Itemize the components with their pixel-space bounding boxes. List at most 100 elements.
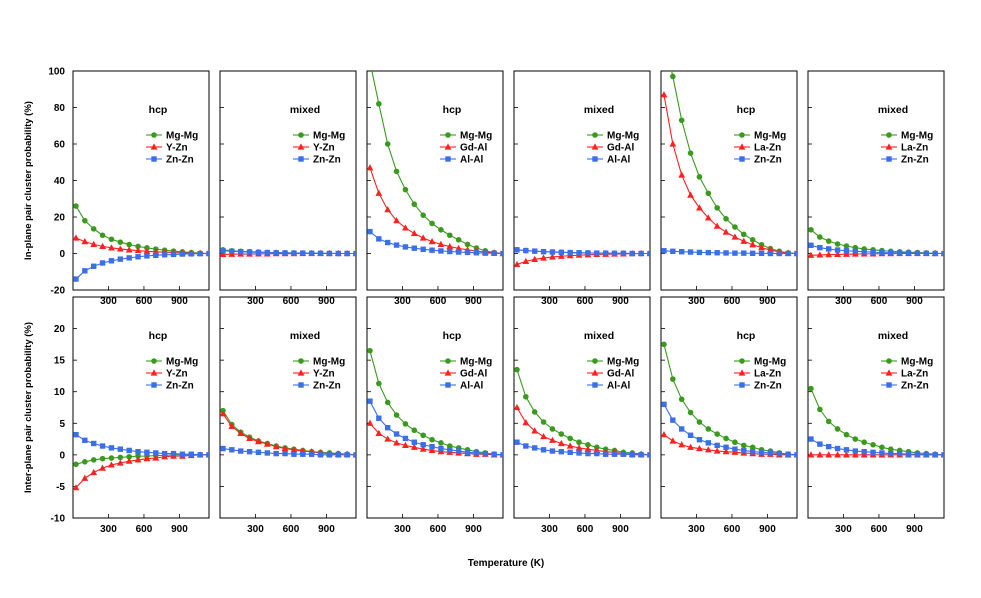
data-point-Zn-Zn bbox=[776, 250, 782, 257]
y-tick-label: 20 bbox=[54, 213, 66, 224]
data-point-Mg-Mg bbox=[446, 232, 453, 239]
data-point-Y-Zn bbox=[81, 474, 89, 481]
legend-marker bbox=[592, 382, 598, 388]
data-point-Zn-Zn bbox=[732, 446, 738, 452]
data-point-Zn-Zn bbox=[82, 268, 88, 274]
data-point-Zn-Zn bbox=[170, 450, 177, 457]
data-point-Zn-Zn bbox=[108, 258, 115, 264]
data-point-Zn-Zn bbox=[749, 250, 756, 257]
legend-label: Mg-Mg bbox=[460, 357, 492, 368]
data-point-Al-Al bbox=[602, 250, 609, 256]
series-line-Al-Al bbox=[516, 249, 650, 255]
data-point-Al-Al bbox=[540, 248, 547, 255]
data-point-Al-Al bbox=[464, 449, 471, 456]
panel-data bbox=[367, 71, 503, 257]
data-point-Al-Al bbox=[585, 250, 591, 256]
data-point-Zn-Zn bbox=[714, 250, 720, 256]
data-point-Zn-Zn bbox=[834, 247, 841, 253]
series-line-Zn-Zn bbox=[663, 404, 797, 456]
data-point-Mg-Mg bbox=[429, 220, 435, 227]
data-point-Al-Al bbox=[420, 246, 426, 253]
data-point-Y-Zn bbox=[134, 246, 142, 254]
panel-frame bbox=[72, 70, 210, 291]
y-tick-label: 5 bbox=[59, 419, 65, 430]
data-point-Mg-Mg bbox=[670, 376, 676, 382]
data-point-Mg-Mg bbox=[438, 226, 444, 233]
x-tick-label: 300 bbox=[247, 296, 264, 307]
chart-row-1: -10 -5 0 5 10 15 20 Inter-plane pair cluster pr… bbox=[23, 296, 945, 535]
data-point-Zn-Zn bbox=[229, 248, 235, 255]
data-point-Al-Al bbox=[482, 450, 488, 457]
series-line-La-Zn bbox=[663, 434, 797, 456]
data-point-Mg-Mg bbox=[678, 117, 685, 124]
data-point-Mg-Mg bbox=[384, 399, 391, 406]
data-point-Al-Al bbox=[558, 249, 565, 256]
data-point-Zn-Zn bbox=[705, 440, 712, 446]
data-point-Mg-Mg bbox=[852, 436, 859, 442]
data-point-Al-Al bbox=[482, 250, 488, 256]
data-point-La-Zn bbox=[749, 241, 757, 248]
data-point-Mg-Mg bbox=[723, 216, 729, 222]
data-point-La-Zn bbox=[687, 443, 694, 450]
data-point-Zn-Zn bbox=[179, 251, 186, 257]
x-tick-label: 300 bbox=[835, 296, 852, 307]
data-point-Mg-Mg bbox=[558, 431, 565, 437]
data-point-Mg-Mg bbox=[126, 453, 132, 460]
data-point-Zn-Zn bbox=[741, 250, 747, 256]
data-point-Al-Al bbox=[594, 450, 600, 457]
x-tick-label: 600 bbox=[136, 524, 153, 535]
panel-title: mixed bbox=[290, 104, 320, 116]
data-point-Zn-Zn bbox=[834, 445, 841, 452]
data-point-Zn-Zn bbox=[144, 253, 150, 259]
data-point-Mg-Mg bbox=[661, 341, 667, 348]
series-line-Al-Al bbox=[369, 231, 503, 255]
data-point-Zn-Zn bbox=[273, 250, 279, 256]
data-point-Al-Al bbox=[558, 449, 565, 455]
data-point-Al-Al bbox=[602, 451, 609, 457]
data-point-Al-Al bbox=[620, 250, 627, 257]
data-point-Mg-Mg bbox=[567, 435, 573, 442]
data-point-Zn-Zn bbox=[696, 437, 703, 443]
data-point-Al-Al bbox=[455, 249, 462, 255]
data-point-Zn-Zn bbox=[264, 450, 271, 456]
legend-marker bbox=[445, 132, 451, 138]
series-line-Y-Zn bbox=[222, 413, 356, 456]
data-point-Zn-Zn bbox=[723, 444, 729, 450]
data-point-Mg-Mg bbox=[749, 444, 756, 451]
data-point-Gd-Al bbox=[384, 435, 392, 442]
series-line-Mg-Mg bbox=[516, 369, 650, 456]
data-point-Y-Zn bbox=[237, 429, 245, 436]
data-point-Zn-Zn bbox=[73, 431, 79, 438]
data-point-Mg-Mg bbox=[117, 454, 124, 461]
data-point-Zn-Zn bbox=[161, 252, 168, 258]
data-point-Zn-Zn bbox=[794, 250, 797, 257]
legend-marker bbox=[151, 156, 157, 162]
data-point-Gd-Al bbox=[428, 446, 436, 454]
x-tick-label: 600 bbox=[871, 296, 888, 307]
x-tick-label: 600 bbox=[724, 524, 741, 535]
legend-label: Gd-Al bbox=[607, 369, 634, 380]
data-point-Mg-Mg bbox=[73, 461, 79, 468]
data-point-Zn-Zn bbox=[344, 250, 350, 257]
data-point-Zn-Zn bbox=[108, 445, 115, 451]
data-point-La-Zn bbox=[678, 171, 686, 178]
data-point-Mg-Mg bbox=[82, 217, 88, 224]
data-point-Zn-Zn bbox=[326, 250, 333, 257]
legend-marker bbox=[445, 358, 451, 364]
legend-label: Gd-Al bbox=[460, 369, 487, 380]
data-point-Mg-Mg bbox=[732, 439, 738, 446]
data-point-Y-Zn bbox=[281, 444, 289, 452]
data-point-Zn-Zn bbox=[896, 450, 903, 457]
data-point-Gd-Al bbox=[437, 240, 445, 247]
data-point-Al-Al bbox=[500, 250, 503, 257]
x-tick-label: 900 bbox=[318, 524, 335, 535]
data-point-Mg-Mg bbox=[678, 396, 685, 403]
series-line-Mg-Mg bbox=[371, 71, 503, 255]
data-point-Mg-Mg bbox=[723, 435, 729, 442]
legend-marker bbox=[738, 369, 746, 376]
data-point-Zn-Zn bbox=[300, 451, 306, 457]
data-point-Mg-Mg bbox=[464, 241, 471, 248]
series-line-Mg-Mg bbox=[810, 388, 944, 456]
